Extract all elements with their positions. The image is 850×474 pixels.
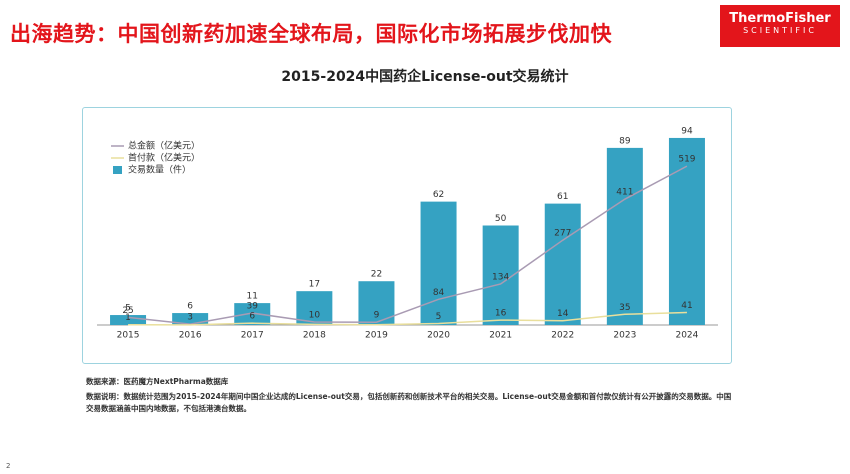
bar <box>544 203 581 325</box>
x-tick-label: 2020 <box>427 331 450 341</box>
line-value-label: 3 <box>187 313 193 323</box>
description-note: 数据说明：数据统计范围为2015-2024年期间中国企业达成的License-o… <box>86 392 732 413</box>
bar <box>606 147 643 325</box>
line <box>127 165 688 325</box>
line-value-label: 84 <box>433 288 445 298</box>
bar-value-label: 89 <box>619 136 631 146</box>
bar <box>296 291 333 325</box>
x-tick-label: 2023 <box>613 331 636 341</box>
x-tick-label: 2024 <box>675 331 698 341</box>
notes: 数据来源：医药魔方NextPharma数据库 数据说明：数据统计范围为2015-… <box>86 376 736 418</box>
x-tick-label: 2022 <box>551 331 574 341</box>
bar-value-label: 62 <box>433 190 444 200</box>
bar-value-label: 5 <box>125 304 131 314</box>
bar-value-label: 11 <box>247 292 258 302</box>
line-value-label: 10 <box>309 310 321 320</box>
line-value-label: 6 <box>249 312 255 322</box>
logo-subtext: SCIENTIFIC <box>743 26 817 35</box>
bar <box>172 313 209 325</box>
x-tick-label: 2017 <box>241 331 264 341</box>
line-value-label: 16 <box>495 309 507 319</box>
x-tick-label: 2019 <box>365 331 388 341</box>
line-value-label: 411 <box>616 188 633 198</box>
x-tick-label: 2018 <box>303 331 326 341</box>
line-value-label: 14 <box>557 309 569 319</box>
x-tick-label: 2016 <box>179 331 202 341</box>
line-value-label: 519 <box>678 155 695 165</box>
source-note: 数据来源：医药魔方NextPharma数据库 <box>86 377 229 386</box>
bar-value-label: 61 <box>557 192 568 202</box>
bar <box>668 137 705 325</box>
bar-value-label: 50 <box>495 214 507 224</box>
legend-label: 交易数量（件） <box>128 164 191 176</box>
line-value-label: 35 <box>619 303 630 313</box>
line-value-label: 39 <box>247 302 259 312</box>
bar <box>234 303 271 325</box>
line-value-label: 9 <box>374 311 380 321</box>
bar-value-label: 17 <box>309 280 320 290</box>
line-value-label: 1 <box>125 313 131 323</box>
line-value-label: 277 <box>554 229 571 239</box>
line <box>128 311 687 326</box>
bar-value-label: 22 <box>371 270 382 280</box>
line-value-label: 41 <box>681 301 692 311</box>
line-value-label: 134 <box>492 272 509 282</box>
legend-label: 首付款（亿美元） <box>128 152 200 164</box>
logo: ThermoFisher SCIENTIFIC <box>720 5 840 47</box>
x-tick-label: 2015 <box>117 331 140 341</box>
bar-value-label: 94 <box>681 126 693 136</box>
bar <box>110 315 147 325</box>
legend-label: 总金额（亿美元） <box>128 140 200 152</box>
logo-text: ThermoFisher <box>729 11 831 26</box>
chart-frame <box>82 107 732 364</box>
legend-swatch <box>113 166 122 174</box>
bar <box>420 201 457 325</box>
bar-value-label: 6 <box>187 302 193 312</box>
line-value-label: 25 <box>122 306 133 316</box>
line-value-label: 5 <box>436 312 442 322</box>
page-number: 2 <box>6 462 11 470</box>
x-tick-label: 2021 <box>489 331 512 341</box>
chart-title: 2015-2024中国药企License-out交易统计 <box>281 69 569 85</box>
slide-title: 出海趋势：中国创新药加速全球布局，国际化市场拓展步伐加快 <box>10 22 612 46</box>
